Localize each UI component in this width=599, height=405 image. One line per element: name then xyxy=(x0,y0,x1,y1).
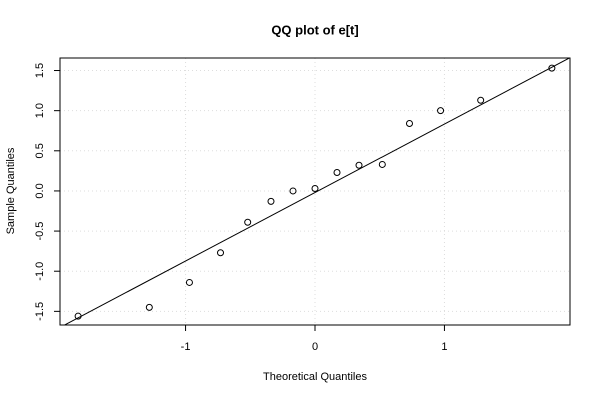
point xyxy=(311,185,319,193)
point xyxy=(217,249,225,257)
point xyxy=(244,218,252,226)
point xyxy=(355,161,363,169)
point xyxy=(405,120,413,128)
x-tick-label: 0 xyxy=(312,341,318,353)
point xyxy=(267,197,275,205)
x-tick-label: -1 xyxy=(181,341,191,353)
y-tick-label: 1.5 xyxy=(34,63,46,78)
point xyxy=(333,168,341,176)
x-tick-label: 1 xyxy=(441,341,447,353)
y-tick-label: -1.5 xyxy=(34,302,46,321)
y-tick-label: 0.5 xyxy=(34,143,46,158)
point xyxy=(145,303,153,311)
chart-title: QQ plot of e[t] xyxy=(271,22,358,37)
x-axis-title: Theoretical Quantiles xyxy=(263,371,367,383)
point xyxy=(548,64,556,72)
y-tick-label: -1.0 xyxy=(34,262,46,281)
y-tick-label: 1.0 xyxy=(34,103,46,118)
y-tick-label: 0.0 xyxy=(34,183,46,198)
point xyxy=(477,96,485,104)
point xyxy=(378,160,386,168)
y-axis-title: Sample Quantiles xyxy=(5,147,17,234)
point xyxy=(437,107,445,115)
point xyxy=(289,187,297,195)
y-tick-label: -0.5 xyxy=(34,222,46,241)
point xyxy=(74,312,82,320)
point xyxy=(185,278,193,286)
plot-frame xyxy=(59,57,571,326)
qq-line xyxy=(63,58,570,325)
